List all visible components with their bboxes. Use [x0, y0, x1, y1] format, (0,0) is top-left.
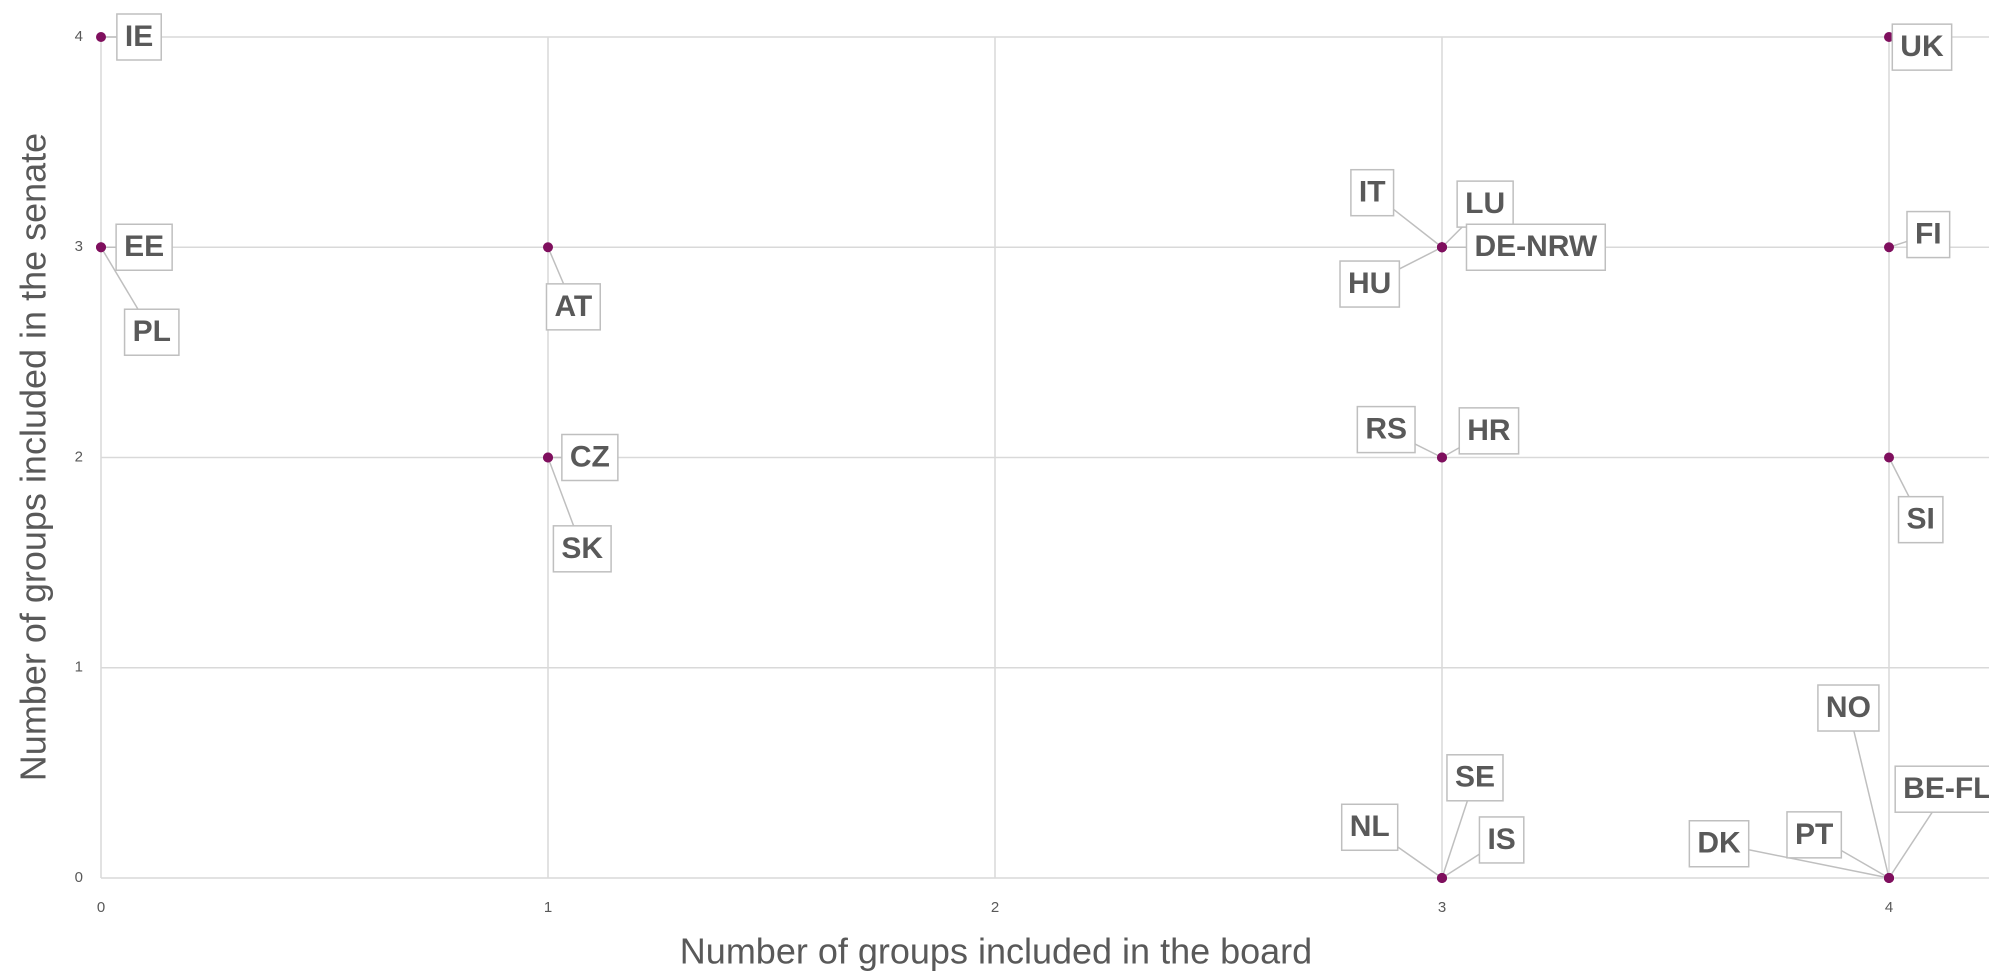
label-box — [1894, 765, 1989, 813]
label-text: SE — [1455, 761, 1495, 794]
label-text: IT — [1359, 176, 1386, 209]
label-box — [116, 13, 162, 61]
label-text: UK — [1900, 30, 1944, 63]
label-text: LU — [1465, 187, 1505, 220]
label-box — [1350, 168, 1395, 217]
label-box — [1688, 820, 1750, 868]
label-text: DK — [1697, 827, 1741, 860]
data-label: FI — [1906, 210, 1951, 259]
label-box — [1817, 684, 1880, 732]
point — [1437, 873, 1447, 883]
x-tick-label: 2 — [991, 899, 999, 916]
label-box — [1339, 260, 1401, 308]
data-label: LU — [1456, 180, 1514, 228]
label-box — [1786, 811, 1843, 859]
point — [1884, 32, 1894, 42]
point — [96, 242, 106, 253]
label-box — [1356, 405, 1416, 454]
label-box — [115, 223, 173, 271]
label-text: AT — [554, 290, 592, 323]
label-box — [1340, 803, 1399, 852]
data-label: DK — [1688, 820, 1750, 868]
label-text: HR — [1467, 414, 1511, 447]
data-label: IE — [116, 13, 162, 61]
label-box — [1906, 210, 1951, 259]
label-box — [1465, 223, 1607, 271]
data-label: DE-NRW — [1465, 223, 1607, 271]
point — [1884, 873, 1894, 883]
data-label: RS — [1356, 405, 1416, 454]
y-tick-label: 4 — [75, 28, 83, 45]
data-label: NO — [1817, 684, 1880, 732]
x-tick-label: 3 — [1438, 899, 1446, 916]
data-label: HU — [1339, 260, 1401, 308]
point — [543, 452, 553, 463]
label-text: FI — [1915, 217, 1942, 250]
point — [1437, 242, 1447, 253]
label-box — [1446, 754, 1504, 802]
y-tick-label: 2 — [75, 448, 83, 465]
label-box — [1478, 816, 1525, 864]
label-text: BE-FL — [1903, 772, 1989, 805]
label-text: RS — [1365, 413, 1407, 446]
point — [1884, 242, 1894, 253]
label-text: DE-NRW — [1474, 230, 1597, 263]
data-label: SE — [1446, 754, 1504, 802]
data-label: BE-FL — [1894, 765, 1989, 813]
data-label: UK — [1891, 23, 1953, 71]
data-label: CZ — [561, 433, 619, 482]
label-text: PL — [133, 315, 171, 348]
point — [1437, 452, 1447, 463]
y-tick-label: 1 — [75, 659, 83, 676]
grid — [100, 36, 1989, 879]
label-box — [1897, 495, 1944, 544]
points — [96, 32, 1894, 883]
label-box — [1891, 23, 1953, 71]
point — [543, 242, 553, 253]
label-text: EE — [124, 230, 164, 263]
label-box — [545, 283, 602, 331]
label-text: NL — [1350, 810, 1390, 843]
label-text: SI — [1907, 503, 1935, 536]
data-label: NL — [1340, 803, 1399, 852]
x-tick-label: 1 — [544, 899, 552, 916]
point — [96, 32, 106, 42]
x-tick-label: 0 — [97, 899, 105, 916]
label-box — [123, 308, 180, 356]
label-text: PT — [1795, 818, 1833, 851]
data-label: PL — [123, 308, 180, 356]
label-box — [1458, 407, 1520, 455]
x-axis-title: Number of groups included in the board — [680, 931, 1312, 972]
label-text: CZ — [570, 440, 610, 473]
leader-line — [1847, 707, 1890, 879]
label-text: IS — [1487, 823, 1515, 856]
point — [1884, 452, 1894, 463]
data-label: EE — [115, 223, 173, 271]
label-text: IE — [125, 20, 153, 53]
label-box — [552, 525, 612, 573]
label-box — [561, 433, 619, 482]
label-text: SK — [561, 532, 603, 565]
data-label: IS — [1478, 816, 1525, 864]
data-labels: IE EE PL AT CZ SK IT LU DE-NRW HU UK FI RS HR SI NL SE IS… — [115, 13, 1989, 868]
data-label: HR — [1458, 407, 1520, 455]
data-label: AT — [545, 283, 602, 331]
data-label: PT — [1786, 811, 1843, 859]
x-tick-label: 4 — [1885, 899, 1893, 916]
label-text: HU — [1348, 267, 1391, 300]
y-axis-title: Number of groups included in the senate — [13, 133, 54, 781]
y-tick-label: 0 — [75, 869, 83, 886]
data-label: SI — [1897, 495, 1944, 544]
label-text: NO — [1826, 691, 1871, 724]
data-label: SK — [552, 525, 612, 573]
data-label: IT — [1350, 168, 1395, 217]
y-tick-label: 3 — [75, 238, 83, 255]
